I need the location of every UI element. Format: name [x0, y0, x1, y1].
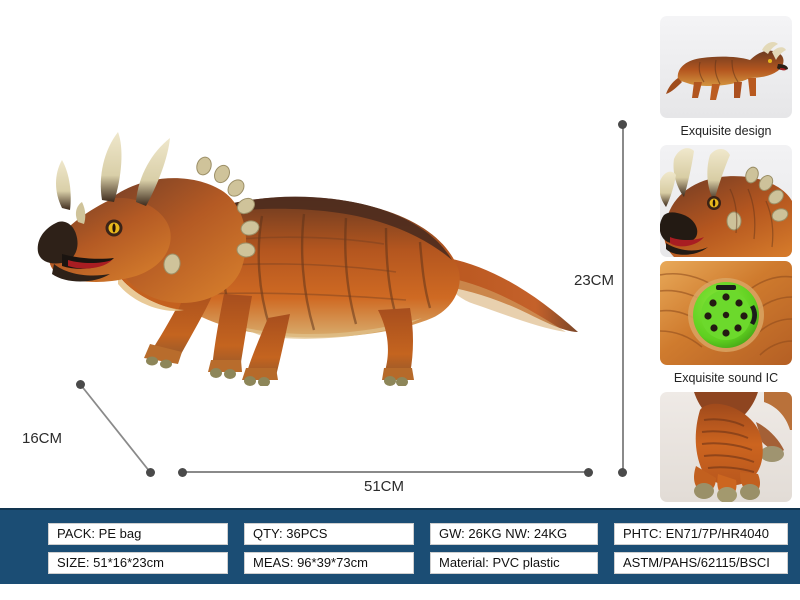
- height-measure-label: 23CM: [574, 272, 615, 289]
- spec-pack: PACK: PE bag: [48, 523, 228, 545]
- width-measure-label: 51CM: [364, 478, 405, 495]
- depth-measure-label: 16CM: [22, 430, 63, 447]
- spec-phtc: PHTC: EN71/7P/HR4040: [614, 523, 788, 545]
- width-measure-dot-left: [178, 468, 187, 477]
- height-measure-dot-top: [618, 120, 627, 129]
- specification-band: PACK: PE bag QTY: 36PCS GW: 26KG NW: 24K…: [0, 508, 800, 584]
- thumbnail-sound-ic[interactable]: [660, 260, 792, 365]
- thumbnail-foot-closeup[interactable]: [660, 391, 792, 502]
- spec-meas: MEAS: 96*39*73cm: [244, 552, 414, 574]
- thumbnail-caption-design: Exquisite design: [680, 124, 772, 138]
- main-product-stage: 23CM 51CM 16CM: [18, 118, 627, 495]
- width-measure-dot-right: [584, 468, 593, 477]
- spec-material: Material: PVC plastic: [430, 552, 598, 574]
- spec-size: SIZE: 51*16*23cm: [48, 552, 228, 574]
- depth-measure-dot-bottom: [146, 468, 155, 477]
- spec-weight: GW: 26KG NW: 24KG: [430, 523, 598, 545]
- width-measure-line: [182, 471, 588, 473]
- height-measure-line: [622, 128, 624, 472]
- thumbnail-column: Exquisite design: [660, 16, 792, 506]
- spec-standards: ASTM/PAHS/62115/BSCI: [614, 552, 788, 574]
- thumbnail-head-closeup[interactable]: [660, 144, 792, 257]
- depth-measure-line: [70, 375, 165, 480]
- depth-measure-dot-top: [76, 380, 85, 389]
- triceratops-figure-image: [18, 118, 598, 386]
- thumbnail-full-body[interactable]: [660, 16, 792, 118]
- spec-qty: QTY: 36PCS: [244, 523, 414, 545]
- height-measure-dot-bottom: [618, 468, 627, 477]
- specification-grid: PACK: PE bag QTY: 36PCS GW: 26KG NW: 24K…: [48, 523, 788, 574]
- thumbnail-caption-sound-ic: Exquisite sound IC: [673, 370, 779, 385]
